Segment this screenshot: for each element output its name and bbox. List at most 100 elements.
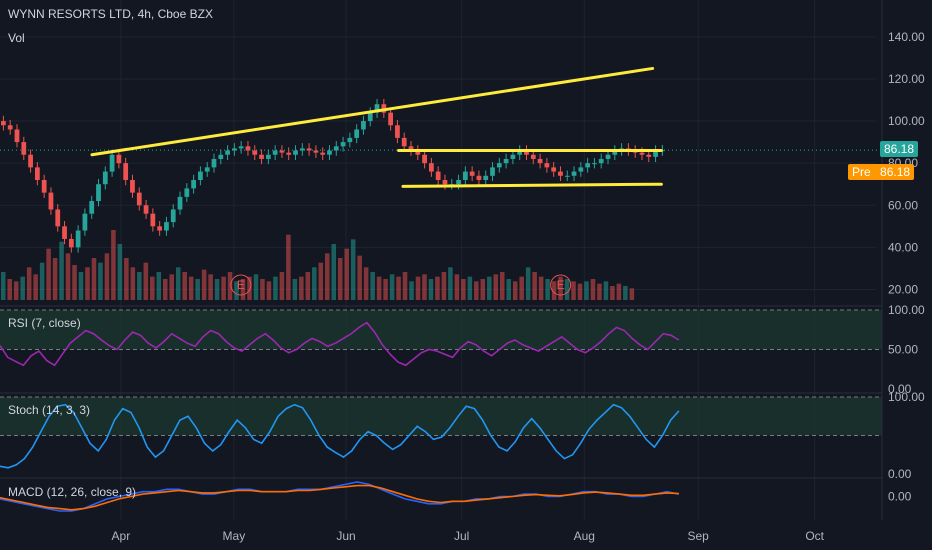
- volume-bar: [59, 241, 64, 300]
- volume-bar: [175, 267, 181, 300]
- volume-bar: [91, 258, 97, 300]
- candle-body: [483, 175, 489, 180]
- candle-body: [259, 154, 264, 159]
- volume-bar: [590, 279, 596, 300]
- candle-body: [367, 112, 373, 122]
- volume-bar: [234, 281, 239, 300]
- volume-bar: [111, 230, 116, 300]
- volume-bar: [253, 274, 259, 300]
- volume-bar: [506, 279, 511, 300]
- candle-body: [462, 171, 468, 180]
- volume-bar: [487, 276, 492, 300]
- volume-bar: [7, 279, 12, 300]
- candle-body: [245, 146, 251, 151]
- volume-bar: [571, 281, 576, 300]
- candle-body: [28, 154, 33, 168]
- volume-bar: [85, 267, 90, 300]
- volume-bar: [117, 244, 123, 300]
- candle-body: [313, 150, 319, 153]
- volume-bar: [545, 279, 550, 300]
- candle-body: [306, 148, 312, 151]
- rsi-tick-label: 50.00: [888, 343, 918, 357]
- stoch-tick-label: 0.00: [888, 467, 912, 481]
- volume-bar: [214, 279, 220, 300]
- volume-bar: [331, 244, 337, 300]
- volume-bar: [616, 283, 622, 300]
- trendlines[interactable]: [90, 66, 663, 188]
- volume-bar: [389, 274, 395, 300]
- candle-body: [564, 175, 570, 177]
- candle-body: [41, 180, 47, 193]
- earnings-marker-label: E: [557, 278, 565, 292]
- volume-bar: [551, 281, 557, 300]
- volume-bar: [299, 276, 304, 300]
- volume-bar: [305, 272, 311, 300]
- candle-body: [429, 163, 434, 172]
- candle-body: [157, 226, 163, 231]
- volume-bar: [499, 272, 505, 300]
- candle-body: [415, 150, 421, 155]
- volume-bar: [78, 272, 84, 300]
- volume-bar: [441, 272, 447, 300]
- volume-bar: [221, 276, 226, 300]
- volume-bar: [564, 279, 570, 300]
- candle-body: [320, 152, 326, 155]
- candle-body: [116, 154, 122, 164]
- volume-bar: [558, 276, 563, 300]
- volume-bar: [156, 272, 162, 300]
- x-tick-label: Jul: [454, 529, 469, 543]
- volume-bar: [143, 262, 149, 300]
- volume-bar: [0, 272, 6, 300]
- volume-bar: [493, 274, 499, 300]
- earnings-marker-icon: [550, 274, 572, 296]
- volume-bar: [318, 262, 324, 300]
- price-tick-label: 140.00: [888, 30, 925, 44]
- candle-body: [347, 137, 353, 143]
- candle-body: [252, 150, 258, 155]
- candle-body: [286, 152, 292, 155]
- volume-bar: [519, 276, 524, 300]
- volume-bar: [363, 267, 369, 300]
- candle-body: [68, 238, 74, 248]
- volume-bars: [0, 230, 635, 300]
- rsi-tick-label: 0.00: [888, 382, 912, 396]
- candle-body: [109, 154, 115, 172]
- x-tick-label: Aug: [574, 529, 595, 543]
- pre-market-label: Pre: [852, 165, 871, 179]
- candle-body: [653, 150, 658, 157]
- macd-tick-label: 0.00: [888, 490, 912, 504]
- volume-bar: [72, 265, 77, 300]
- chart-title: WYNN RESORTS LTD, 4h, Cboe BZX: [8, 7, 213, 21]
- volume-bar: [312, 267, 317, 300]
- candle-body: [544, 163, 550, 168]
- candle-body: [612, 150, 618, 155]
- candle-body: [225, 150, 230, 155]
- volume-bar: [461, 279, 466, 300]
- volume-bar: [286, 234, 291, 300]
- x-tick-label: Apr: [112, 529, 131, 543]
- volume-bar: [98, 262, 103, 300]
- candle-body: [408, 146, 414, 151]
- earnings-marker-icon: [230, 274, 252, 296]
- candle-body: [578, 167, 584, 172]
- candle-body: [48, 192, 54, 210]
- volume-bar: [396, 276, 401, 300]
- candle-body: [184, 188, 190, 197]
- x-tick-label: Oct: [805, 529, 824, 543]
- volume-bar: [623, 286, 628, 300]
- volume-bar: [188, 276, 194, 300]
- candle-body: [231, 148, 237, 151]
- candle-body: [293, 150, 298, 155]
- pre-market-value: 86.18: [880, 165, 911, 179]
- trendline: [401, 182, 663, 188]
- volume-bar: [480, 279, 486, 300]
- volume-bar: [370, 272, 375, 300]
- candle-body: [435, 171, 441, 180]
- pane-separators[interactable]: [0, 0, 883, 520]
- volume-bar: [260, 279, 265, 300]
- volume-bar: [538, 276, 544, 300]
- volume-bar: [415, 276, 421, 300]
- candle-body: [191, 180, 196, 189]
